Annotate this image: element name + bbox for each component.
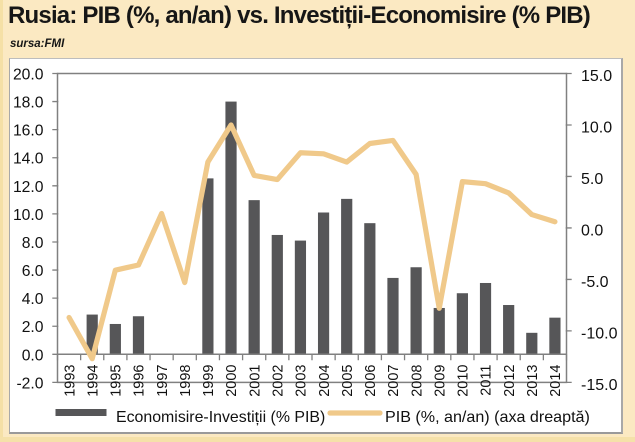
svg-text:1999: 1999	[201, 365, 217, 397]
svg-text:Economisire-Investiții (% PIB): Economisire-Investiții (% PIB)	[116, 409, 325, 426]
svg-text:2005: 2005	[340, 365, 356, 397]
svg-text:1996: 1996	[132, 365, 148, 397]
svg-text:0.0: 0.0	[581, 222, 603, 239]
svg-text:2003: 2003	[294, 365, 310, 397]
svg-text:1993: 1993	[62, 365, 78, 397]
svg-text:2000: 2000	[224, 365, 240, 397]
svg-text:12.0: 12.0	[13, 179, 44, 196]
svg-text:10.0: 10.0	[581, 120, 612, 137]
svg-text:2.0: 2.0	[22, 319, 44, 336]
svg-text:2009: 2009	[432, 365, 448, 397]
svg-text:2010: 2010	[456, 365, 472, 397]
svg-text:2007: 2007	[386, 365, 402, 397]
svg-text:2008: 2008	[409, 365, 425, 397]
svg-text:16.0: 16.0	[13, 123, 44, 140]
svg-text:10.0: 10.0	[13, 207, 44, 224]
svg-text:2011: 2011	[479, 365, 495, 396]
svg-text:PIB (%, an/an) (axa dreaptă): PIB (%, an/an) (axa dreaptă)	[385, 408, 590, 426]
svg-text:1997: 1997	[155, 365, 171, 397]
svg-text:6.0: 6.0	[22, 263, 44, 280]
svg-text:2001: 2001	[247, 365, 263, 397]
svg-text:-15.0: -15.0	[581, 377, 618, 394]
svg-text:1995: 1995	[109, 365, 125, 397]
svg-text:8.0: 8.0	[22, 235, 44, 252]
svg-text:-2.0: -2.0	[16, 375, 43, 392]
svg-text:-5.0: -5.0	[581, 274, 609, 291]
svg-text:2012: 2012	[502, 365, 518, 397]
svg-text:4.0: 4.0	[22, 291, 44, 308]
svg-text:18.0: 18.0	[13, 95, 44, 112]
svg-text:-10.0: -10.0	[581, 325, 618, 342]
svg-text:20.0: 20.0	[13, 67, 44, 84]
svg-text:15.0: 15.0	[581, 68, 612, 85]
svg-text:0.0: 0.0	[22, 347, 44, 364]
svg-text:2013: 2013	[525, 365, 541, 397]
svg-text:2014: 2014	[548, 365, 564, 397]
svg-text:2004: 2004	[317, 365, 333, 397]
svg-text:5.0: 5.0	[581, 171, 603, 188]
svg-text:2006: 2006	[363, 365, 379, 397]
svg-text:1994: 1994	[85, 365, 101, 397]
svg-text:1998: 1998	[178, 365, 194, 397]
svg-text:14.0: 14.0	[13, 151, 44, 168]
svg-text:2002: 2002	[271, 365, 287, 397]
